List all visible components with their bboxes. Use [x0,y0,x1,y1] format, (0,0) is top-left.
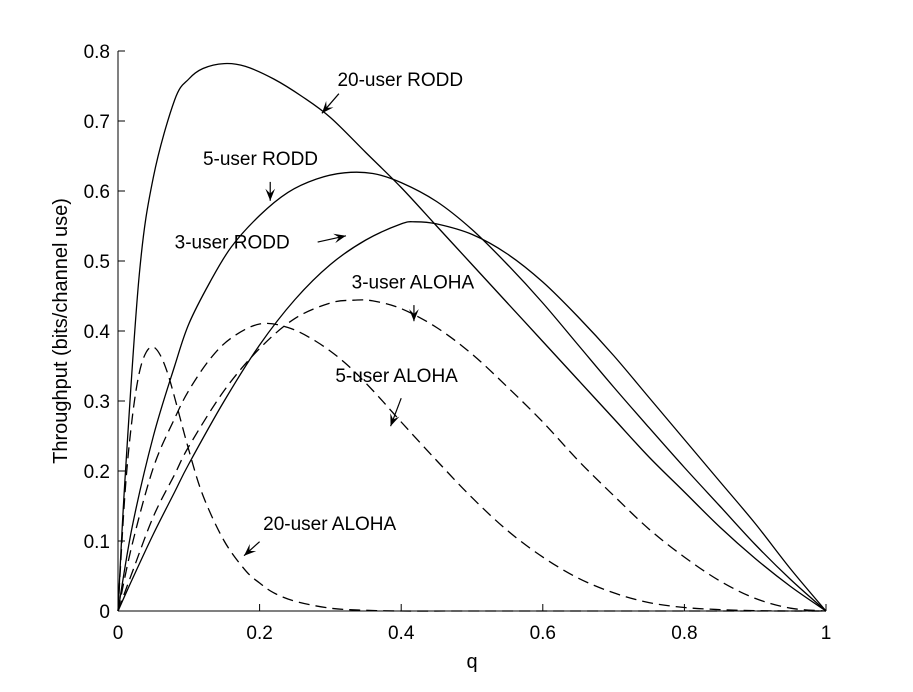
series-line-5-user-rodd [117,171,827,612]
y-tick-label: 0.6 [84,182,110,203]
annotation-label-3-user-aloha: 3-user ALOHA [352,272,475,293]
annotation-arrow-head-icon [244,544,257,556]
x-axis-title: q [466,651,477,673]
annotation-label-3-user-rodd: 3-user RODD [175,232,290,253]
annotation-arrow-head-icon [390,413,400,427]
x-tick-label: 1 [821,623,832,644]
y-tick-label: 0.1 [84,532,110,553]
annotation-label-20-user-aloha: 20-user ALOHA [263,514,396,535]
y-tick-label: 0 [99,602,110,623]
series-line-20-user-aloha [117,346,826,612]
series-line-5-user-aloha [117,322,827,612]
y-tick-label: 0.2 [84,462,110,483]
series-line-3-user-rodd [117,221,827,612]
annotation-arrow-head-icon [265,188,276,201]
series-line-20-user-rodd [117,62,827,612]
y-axis-title: Throughput (bits/channel use) [50,198,72,464]
annotation-label-5-user-aloha: 5-user ALOHA [335,366,458,387]
y-tick-label: 0.7 [84,112,110,133]
annotation-label-20-user-rodd: 20-user RODD [337,70,463,91]
series-group [117,62,827,612]
y-tick-label: 0.3 [84,392,110,413]
y-tick-label: 0.8 [84,42,110,63]
annotation-arrow-head-icon [333,233,346,244]
series-line-3-user-aloha [117,299,827,612]
y-tick-label: 0.4 [84,322,111,343]
annotation-label-5-user-rodd: 5-user RODD [203,149,318,170]
y-tick-label: 0.5 [84,252,110,273]
x-tick-label: 0.2 [246,623,272,644]
annotations: 20-user RODD 5-user RODD 3-user RODD 3-user… [175,70,475,557]
ticks: 0 0.2 0.4 0.6 0.8 1 0 0.1 0.2 0.3 0.4 0.5 0.6 0.7 0.8 [84,42,832,644]
x-tick-label: 0 [113,623,124,644]
x-tick-label: 0.8 [671,623,697,644]
annotation-arrow-head-icon [409,309,419,322]
annotation-arrow-head-icon [321,101,334,114]
x-tick-label: 0.4 [388,623,415,644]
x-tick-label: 0.6 [530,623,556,644]
